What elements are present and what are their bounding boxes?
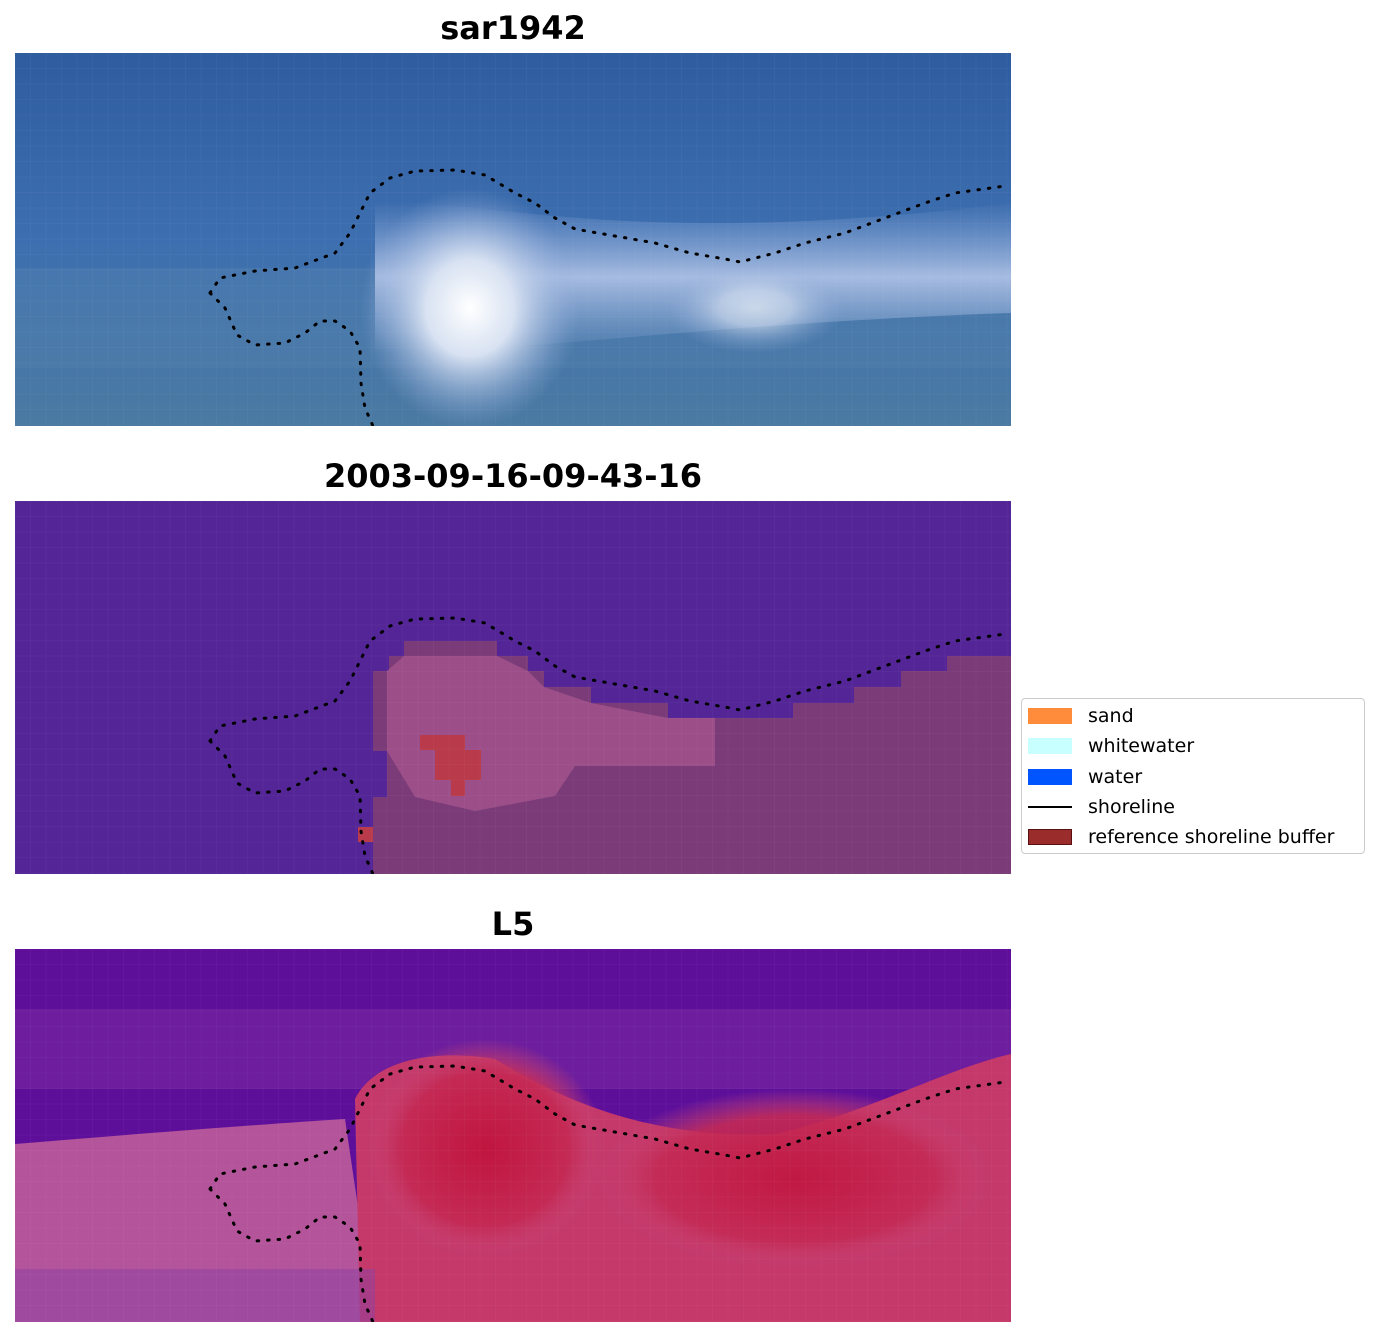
- legend-label-whitewater: whitewater: [1088, 735, 1195, 757]
- reference-buffer-swatch: [1028, 829, 1072, 845]
- sand-swatch: [1028, 708, 1072, 724]
- whitewater-swatch: [1028, 738, 1072, 754]
- legend-item-water: water: [1028, 765, 1142, 789]
- rgb-bright-spot: [360, 188, 580, 426]
- legend-label-sand: sand: [1088, 705, 1134, 727]
- legend: sand whitewater water shoreline referenc…: [1021, 698, 1365, 854]
- index-hot-core-2: [595, 1089, 995, 1269]
- legend-item-whitewater: whitewater: [1028, 734, 1194, 758]
- image-panel-rgb: [15, 53, 1011, 426]
- panel-title-1: sar1942: [440, 9, 586, 47]
- rgb-bright-spot-2: [665, 263, 845, 353]
- shoreline-dotted: [208, 616, 1007, 874]
- panel-title-2: 2003-09-16-09-43-16: [323, 457, 703, 495]
- image-panel-index: [15, 949, 1011, 1322]
- shoreline-line-swatch: [1028, 806, 1072, 808]
- legend-label-shoreline: shoreline: [1088, 796, 1175, 818]
- index-bottom-shade: [15, 1269, 375, 1322]
- legend-item-reference-buffer: reference shoreline buffer: [1028, 825, 1334, 849]
- class-buffer-small: [358, 827, 373, 842]
- image-panel-classified: [15, 501, 1011, 874]
- legend-item-sand: sand: [1028, 704, 1134, 728]
- index-hot-core: [365, 1039, 605, 1259]
- legend-label-water: water: [1088, 766, 1143, 788]
- class-buffer-patch: [420, 735, 481, 796]
- shoreline-dotted: [208, 168, 1007, 426]
- panel-title-3: L5: [491, 905, 535, 943]
- legend-item-shoreline: shoreline: [1028, 795, 1175, 819]
- water-swatch: [1028, 769, 1072, 785]
- shoreline-dotted: [208, 1064, 1007, 1322]
- legend-label-reference-buffer: reference shoreline buffer: [1088, 826, 1335, 848]
